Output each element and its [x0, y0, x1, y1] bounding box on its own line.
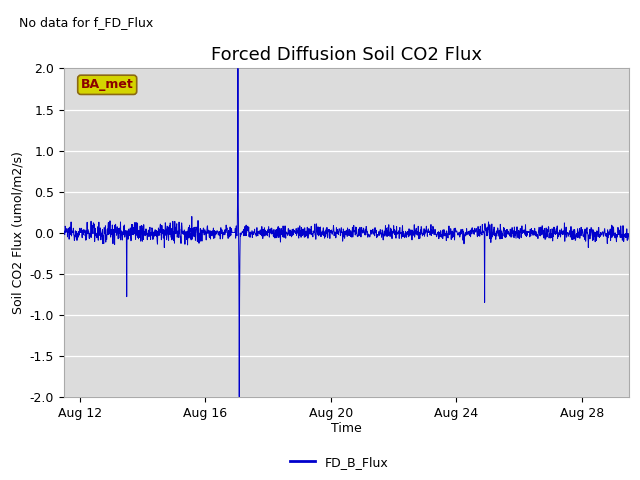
Legend: FD_B_Flux: FD_B_Flux [285, 451, 394, 474]
Text: BA_met: BA_met [81, 78, 134, 91]
Title: Forced Diffusion Soil CO2 Flux: Forced Diffusion Soil CO2 Flux [211, 46, 482, 64]
X-axis label: Time: Time [331, 422, 362, 435]
Text: No data for f_FD_Flux: No data for f_FD_Flux [19, 16, 153, 29]
Y-axis label: Soil CO2 Flux (umol/m2/s): Soil CO2 Flux (umol/m2/s) [11, 151, 24, 314]
